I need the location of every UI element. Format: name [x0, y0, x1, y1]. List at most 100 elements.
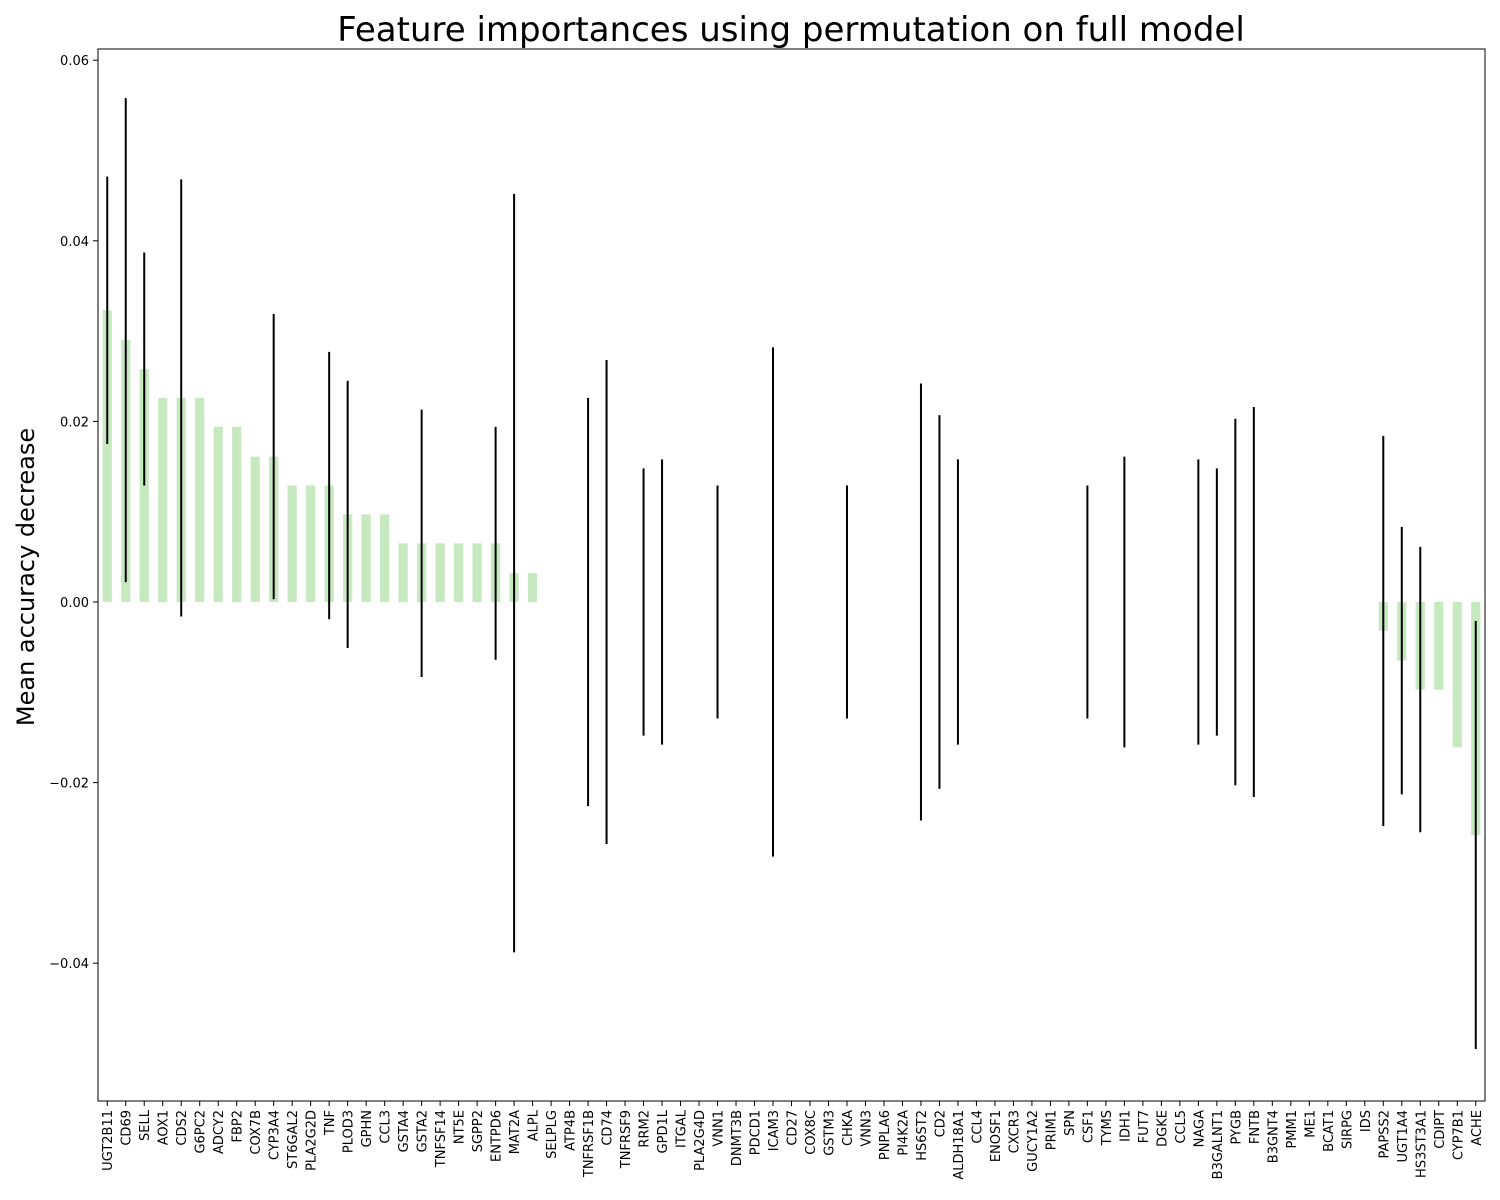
bar-g6pc2	[195, 397, 205, 602]
x-tick-label: VNN1	[712, 1110, 727, 1147]
x-tick-label: PLOD3	[342, 1110, 357, 1153]
x-tick-label: COX7B	[249, 1110, 264, 1155]
x-tick-label: B3GNT4	[1266, 1110, 1281, 1163]
bar-gphn	[361, 514, 371, 602]
x-tick-label: RRM2	[638, 1110, 653, 1148]
x-tick-label: UGT2B11	[101, 1110, 116, 1171]
x-tick-label: GUCY1A2	[1026, 1110, 1041, 1172]
chart-title: Feature importances using permutation on…	[337, 10, 1245, 50]
x-tick-label: ITGAL	[675, 1109, 690, 1148]
bar-pla2g2d	[306, 485, 316, 602]
x-tick-label: CYP7B1	[1451, 1110, 1466, 1160]
x-tick-label: IDH1	[1118, 1110, 1133, 1142]
x-tick-label: CHKA	[841, 1110, 856, 1146]
x-tick-label: ENTPD6	[490, 1110, 505, 1162]
plot-frame	[97, 48, 1486, 1102]
x-tick-label: CCL3	[379, 1110, 394, 1144]
x-tick-label: AOX1	[157, 1110, 172, 1145]
x-tick-label: GSTM3	[822, 1110, 837, 1156]
x-tick-label: HS3ST3A1	[1414, 1110, 1429, 1178]
x-tick-label: UGT1A4	[1396, 1110, 1411, 1163]
x-tick-label: CD2	[933, 1110, 948, 1137]
x-tick-label: SELL	[138, 1109, 153, 1141]
x-tick-label: PI4K2A	[896, 1110, 911, 1156]
bar-ccl3	[380, 514, 390, 602]
x-tick-label: CD74	[601, 1110, 616, 1146]
x-tick-label: CDS2	[175, 1110, 190, 1146]
x-tick-label: SGPP2	[471, 1110, 486, 1152]
x-tick-label: CDIPT	[1433, 1110, 1448, 1149]
x-tick-label: PRIM1	[1044, 1110, 1059, 1150]
x-tick-label: TNF	[323, 1110, 338, 1136]
x-tick-label: GSTA2	[416, 1110, 431, 1152]
x-tick-label: SELPLG	[545, 1110, 560, 1159]
x-axis: UGT2B11 CD69 SELL AOX1 CDS2 G6PC2 ADCY2 FBP2 COX…	[101, 1101, 1485, 1180]
bar-cox7b	[250, 456, 260, 602]
bars-layer	[102, 310, 1481, 835]
x-tick-label: COX8C	[804, 1110, 819, 1155]
x-tick-label: VNN3	[859, 1110, 874, 1147]
x-tick-label: ALDH18A1	[952, 1110, 967, 1180]
bar-adcy2	[213, 426, 223, 602]
x-tick-label: NT5E	[453, 1110, 468, 1144]
x-tick-label: FUT7	[1137, 1110, 1152, 1143]
x-tick-label: CXCR3	[1007, 1110, 1022, 1153]
bar-gsta4	[398, 543, 408, 602]
y-tick-label: −0.02	[49, 777, 89, 792]
x-tick-label: GPHN	[360, 1110, 375, 1147]
x-tick-label: FNTB	[1248, 1110, 1263, 1144]
x-tick-label: HS6ST2	[915, 1110, 930, 1161]
bar-tnfsf14	[435, 543, 445, 602]
y-tick-label: −0.04	[49, 957, 89, 972]
x-tick-label: B3GALNT1	[1211, 1110, 1226, 1179]
x-tick-label: ACHE	[1470, 1110, 1485, 1146]
x-tick-label: BCAT1	[1322, 1110, 1337, 1152]
x-tick-label: ADCY2	[212, 1110, 227, 1154]
x-tick-label: TNFRSF1B	[582, 1110, 597, 1178]
x-tick-label: TNFRSF9	[619, 1110, 634, 1169]
x-tick-label: G6PC2	[194, 1110, 209, 1154]
x-tick-label: CD69	[120, 1110, 135, 1146]
x-tick-label: GSTA4	[397, 1110, 412, 1152]
x-tick-label: SPN	[1063, 1110, 1078, 1136]
error-bars-layer	[106, 98, 1477, 1049]
x-tick-label: PLA2G4D	[693, 1110, 708, 1171]
bar-ugt2b11	[102, 310, 112, 602]
y-tick-label: 0.04	[60, 235, 89, 250]
x-tick-label: ALPL	[527, 1109, 542, 1141]
x-tick-label: MAT2A	[508, 1110, 523, 1154]
bar-st6gal2	[287, 485, 297, 602]
x-tick-label: ICAM3	[767, 1110, 782, 1151]
x-tick-label: TNFSF14	[434, 1110, 449, 1168]
x-tick-label: DGKE	[1155, 1110, 1170, 1147]
bar-fbp2	[232, 426, 242, 602]
y-tick-label: 0.06	[60, 54, 89, 69]
bar-cyp7b1	[1452, 602, 1462, 748]
bar-cdipt	[1434, 602, 1444, 690]
x-tick-label: ST6GAL2	[286, 1110, 301, 1169]
bar-alpl	[527, 573, 538, 602]
x-tick-label: DNMT3B	[730, 1110, 745, 1166]
x-tick-label: TYMS	[1100, 1110, 1115, 1146]
x-tick-label: PLA2G2D	[305, 1110, 320, 1171]
x-tick-label: CSF1	[1081, 1110, 1096, 1143]
x-tick-label: PNPLA6	[878, 1110, 893, 1160]
x-tick-label: ENOSF1	[989, 1110, 1004, 1162]
y-axis-label: Mean accuracy decrease	[12, 428, 40, 726]
bar-nt5e	[453, 543, 464, 602]
y-tick-label: 0.00	[60, 596, 89, 611]
y-tick-label: 0.02	[60, 415, 89, 430]
y-axis: 0.06 0.04 0.02 0.00 −0.02 −0.04	[49, 54, 98, 972]
x-tick-label: ATP4B	[564, 1110, 579, 1151]
x-tick-label: IDS	[1359, 1110, 1374, 1132]
x-tick-label: GPD1L	[656, 1109, 671, 1153]
x-tick-label: PDCD1	[749, 1110, 764, 1155]
x-tick-label: NAGA	[1192, 1110, 1207, 1147]
x-tick-label: CYP3A4	[268, 1110, 283, 1160]
x-tick-label: FBP2	[231, 1110, 246, 1143]
x-tick-label: CCL5	[1174, 1110, 1189, 1144]
x-tick-label: CCL4	[970, 1110, 985, 1144]
x-tick-label: ME1	[1303, 1110, 1318, 1138]
x-tick-label: SIRPG	[1340, 1110, 1355, 1149]
